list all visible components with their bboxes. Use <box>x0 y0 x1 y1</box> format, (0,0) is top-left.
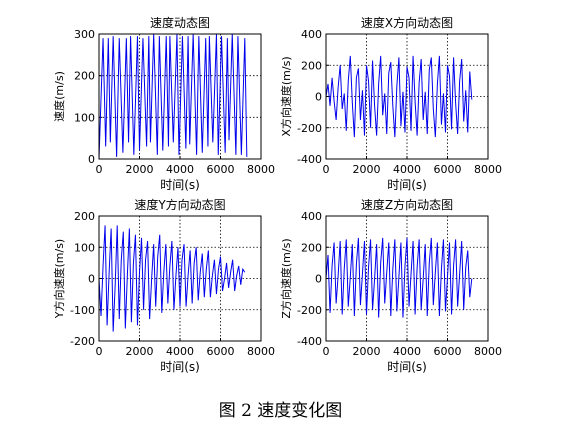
y-tick-label: 100 <box>74 111 95 124</box>
x-tick-label: 8000 <box>474 163 502 176</box>
series-line <box>98 33 248 160</box>
plot-frame <box>98 215 262 342</box>
subplot-speed-x: 速度X方向动态图 时间(s) X方向速度(m/s) 0 2000 4000 6000 8… <box>279 15 502 192</box>
x-tick-label: 2000 <box>126 163 154 176</box>
tick-labels: 0 2000 4000 6000 8000 -400 -200 0 200 400 <box>297 210 502 358</box>
y-tick-label: -200 <box>297 304 322 317</box>
x-tick-label: 0 <box>96 163 103 176</box>
x-tick-label: 0 <box>96 345 103 358</box>
y-axis-label: Y方向速度(m/s) <box>52 239 66 319</box>
x-tick-label: 4000 <box>166 163 194 176</box>
subplot-speed-y: 速度Y方向动态图 时间(s) Y方向速度(m/s) 0 2000 4000 6000 8… <box>52 197 275 374</box>
plot-frame <box>325 33 489 160</box>
x-tick-label: 8000 <box>247 345 275 358</box>
y-tick-label: 300 <box>74 28 95 41</box>
subplot-title: 速度Z方向动态图 <box>361 197 453 212</box>
x-axis-label: 时间(s) <box>160 178 200 192</box>
tick-labels: 0 2000 4000 6000 8000 -200 -100 0 100 200 <box>70 210 275 358</box>
y-tick-label: 400 <box>301 28 322 41</box>
x-tick-label: 8000 <box>247 163 275 176</box>
y-tick-label: 200 <box>74 210 95 223</box>
y-tick-label: -400 <box>297 335 322 348</box>
y-tick-label: 0 <box>315 273 322 286</box>
x-tick-label: 8000 <box>474 345 502 358</box>
x-tick-label: 6000 <box>434 163 462 176</box>
y-tick-label: 100 <box>74 241 95 254</box>
y-axis-label: Z方向速度(m/s) <box>279 238 293 318</box>
y-tick-label: -100 <box>70 304 95 317</box>
series-line <box>325 55 473 138</box>
tick-labels: 0 2000 4000 6000 8000 -400 -200 0 200 400 <box>297 28 502 176</box>
y-tick-label: 200 <box>301 241 322 254</box>
series-line <box>325 237 473 318</box>
x-tick-label: 2000 <box>126 345 154 358</box>
x-axis-label: 时间(s) <box>160 360 200 374</box>
y-axis-label: X方向速度(m/s) <box>279 56 293 136</box>
x-tick-label: 2000 <box>353 345 381 358</box>
x-axis-label: 时间(s) <box>387 178 427 192</box>
x-axis-label: 时间(s) <box>387 360 427 374</box>
y-tick-label: 0 <box>315 91 322 104</box>
series-line <box>98 225 246 332</box>
subplot-speed: 速度动态图 时间(s) 速度(m/s) 0 2000 4000 6000 8000 0 10… <box>52 15 275 192</box>
grid <box>326 34 488 159</box>
y-tick-label: 400 <box>301 210 322 223</box>
x-tick-label: 6000 <box>207 345 235 358</box>
subplot-title: 速度动态图 <box>150 15 210 30</box>
y-tick-label: 0 <box>88 153 95 166</box>
figure-caption: 图 2 速度变化图 <box>218 401 343 421</box>
y-tick-label: 0 <box>88 273 95 286</box>
figure: 速度动态图 时间(s) 速度(m/s) 0 2000 4000 6000 8000010… <box>52 15 502 374</box>
plot-frame <box>325 215 489 342</box>
y-axis-label: 速度(m/s) <box>52 71 66 122</box>
y-tick-label: 200 <box>74 70 95 83</box>
x-tick-label: 6000 <box>434 345 462 358</box>
x-tick-label: 6000 <box>207 163 235 176</box>
x-tick-label: 4000 <box>393 163 421 176</box>
x-tick-label: 4000 <box>166 345 194 358</box>
y-tick-label: -200 <box>70 335 95 348</box>
x-tick-label: 0 <box>323 345 330 358</box>
y-tick-label: 200 <box>301 59 322 72</box>
y-tick-label: -200 <box>297 122 322 135</box>
y-tick-label: -400 <box>297 153 322 166</box>
x-tick-label: 4000 <box>393 345 421 358</box>
tick-labels: 0 2000 4000 6000 8000 0 100 200 300 <box>74 28 275 176</box>
x-tick-label: 0 <box>323 163 330 176</box>
subplot-title: 速度Y方向动态图 <box>134 197 225 212</box>
x-tick-label: 2000 <box>353 163 381 176</box>
plot-frame <box>98 33 262 160</box>
subplot-speed-z: 速度Z方向动态图 时间(s) Z方向速度(m/s) 0 2000 4000 6000 8… <box>279 197 502 374</box>
grid <box>99 216 261 341</box>
subplot-title: 速度X方向动态图 <box>361 15 453 30</box>
